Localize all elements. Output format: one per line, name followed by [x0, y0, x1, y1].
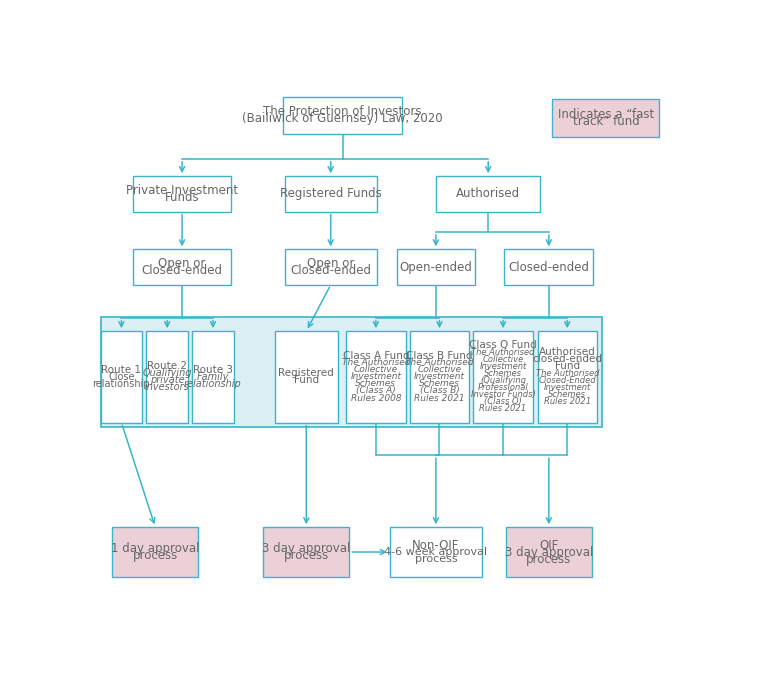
Text: Investment: Investment [351, 372, 401, 382]
Text: Schemes: Schemes [548, 390, 586, 399]
Text: Registered: Registered [278, 368, 334, 378]
Text: private: private [150, 375, 185, 386]
FancyBboxPatch shape [283, 96, 402, 134]
FancyBboxPatch shape [552, 99, 660, 137]
Text: Route 3: Route 3 [193, 365, 233, 375]
Text: Open or: Open or [307, 257, 354, 270]
Text: The Authorised: The Authorised [405, 359, 474, 367]
FancyBboxPatch shape [390, 527, 482, 577]
Text: Private Investment: Private Investment [126, 184, 238, 197]
Text: Fund: Fund [294, 375, 319, 386]
Text: (Class B): (Class B) [420, 386, 459, 395]
Text: Open-ended: Open-ended [400, 261, 472, 274]
Text: Class Q Fund: Class Q Fund [469, 340, 537, 350]
Text: Rules 2008: Rules 2008 [351, 394, 401, 403]
Text: process: process [415, 554, 457, 564]
Text: Class A Fund: Class A Fund [343, 351, 409, 361]
Text: The Authorised: The Authorised [471, 348, 535, 356]
Text: Registered Funds: Registered Funds [280, 187, 381, 200]
FancyBboxPatch shape [346, 331, 406, 422]
Text: Authorised: Authorised [539, 347, 596, 357]
Text: Professional: Professional [478, 383, 528, 392]
FancyBboxPatch shape [397, 249, 475, 285]
Text: Fund: Fund [555, 361, 580, 371]
Text: Family: Family [197, 372, 229, 382]
Text: Closed-ended: Closed-ended [290, 264, 371, 277]
Text: Class B Fund: Class B Fund [407, 351, 472, 361]
FancyBboxPatch shape [436, 176, 540, 212]
Text: process: process [284, 549, 329, 562]
FancyBboxPatch shape [538, 331, 597, 422]
Text: Investment: Investment [414, 372, 465, 382]
Text: process: process [133, 549, 178, 562]
Text: Non-QIF: Non-QIF [412, 538, 459, 551]
Text: Collective: Collective [417, 365, 462, 374]
FancyBboxPatch shape [505, 527, 592, 577]
Text: QIF: QIF [539, 538, 558, 551]
Text: Investor Funds): Investor Funds) [471, 390, 535, 399]
FancyBboxPatch shape [285, 249, 377, 285]
Text: Collective: Collective [354, 365, 398, 374]
Text: Investment: Investment [544, 383, 591, 392]
Text: (Qualifying: (Qualifying [480, 376, 526, 385]
Text: process: process [526, 553, 571, 566]
Text: (Class A): (Class A) [356, 386, 396, 395]
FancyBboxPatch shape [100, 316, 602, 426]
FancyBboxPatch shape [285, 176, 377, 212]
Text: Closed-ended: Closed-ended [509, 261, 589, 274]
Text: Schemes: Schemes [484, 369, 522, 378]
Text: Close: Close [108, 372, 135, 382]
Text: Rules 2021: Rules 2021 [414, 394, 465, 403]
Text: Investment: Investment [479, 362, 527, 371]
Text: (Bailiwick of Guernsey) Law, 2020: (Bailiwick of Guernsey) Law, 2020 [242, 113, 443, 126]
Text: 1 day approval: 1 day approval [111, 542, 199, 555]
FancyBboxPatch shape [100, 331, 142, 422]
FancyBboxPatch shape [133, 249, 231, 285]
FancyBboxPatch shape [112, 527, 199, 577]
Text: Authorised: Authorised [456, 187, 520, 200]
Text: Indicates a “fast: Indicates a “fast [558, 108, 654, 121]
Text: relationship: relationship [184, 379, 242, 389]
Text: closed-ended: closed-ended [532, 354, 602, 364]
FancyBboxPatch shape [133, 176, 231, 212]
FancyBboxPatch shape [193, 331, 234, 422]
Text: 3 day approval: 3 day approval [505, 545, 593, 559]
Text: Funds: Funds [165, 191, 199, 204]
Text: Route 2: Route 2 [147, 361, 187, 371]
Text: (Class Q): (Class Q) [484, 397, 522, 406]
Text: 3 day approval: 3 day approval [262, 542, 351, 555]
Text: Schemes: Schemes [419, 380, 460, 388]
Text: Qualifying: Qualifying [143, 368, 192, 378]
Text: Collective: Collective [482, 354, 524, 364]
Text: The Authorised: The Authorised [341, 359, 410, 367]
Text: Schemes: Schemes [355, 380, 397, 388]
Text: The Protection of Investors: The Protection of Investors [263, 105, 422, 118]
Text: Rules 2021: Rules 2021 [479, 404, 527, 413]
Text: relationship: relationship [93, 379, 150, 389]
FancyBboxPatch shape [146, 331, 188, 422]
Text: 4-6 week approval: 4-6 week approval [384, 547, 488, 557]
FancyBboxPatch shape [275, 331, 337, 422]
FancyBboxPatch shape [410, 331, 469, 422]
FancyBboxPatch shape [504, 249, 594, 285]
Text: Rules 2021: Rules 2021 [544, 397, 591, 406]
Text: Closed-ended: Closed-ended [142, 264, 222, 277]
Text: track” fund: track” fund [572, 115, 639, 128]
Text: The Authorised: The Authorised [535, 369, 599, 378]
FancyBboxPatch shape [263, 527, 350, 577]
Text: Closed-Ended: Closed-Ended [538, 376, 596, 385]
FancyBboxPatch shape [473, 331, 533, 422]
Text: Open or: Open or [158, 257, 206, 270]
Text: investors: investors [145, 382, 189, 392]
Text: Route 1: Route 1 [101, 365, 141, 375]
